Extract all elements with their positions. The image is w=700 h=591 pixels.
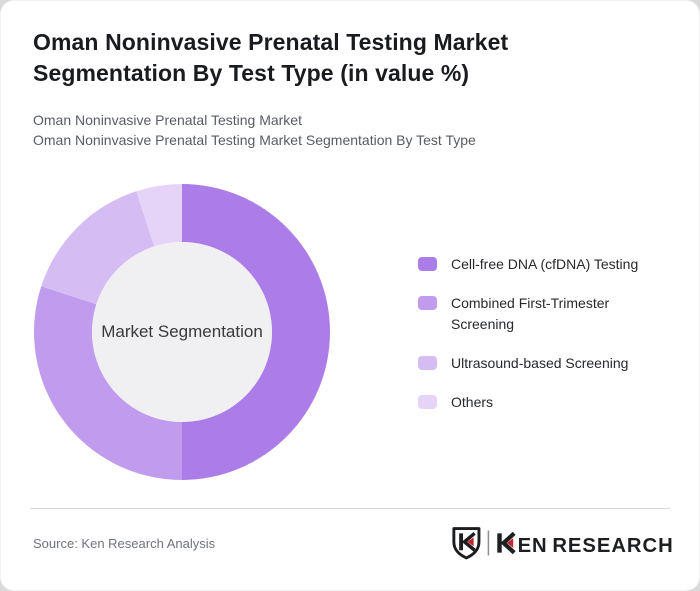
- logo-separator: [487, 530, 490, 556]
- legend-swatch: [418, 296, 437, 310]
- legend-item: Ultrasound-based Screening: [418, 353, 668, 374]
- subtitle-line-2: Oman Noninvasive Prenatal Testing Market…: [33, 132, 476, 148]
- logo-text-research: RESEARCH: [552, 535, 672, 557]
- legend-label: Combined First-Trimester Screening: [451, 295, 610, 332]
- footer-divider: [30, 508, 670, 509]
- legend-item: Cell-free DNA (cfDNA) Testing: [418, 254, 668, 275]
- source-note: Source: Ken Research Analysis: [33, 536, 216, 551]
- legend-label: Others: [451, 394, 494, 410]
- logo-text-en: EN: [518, 535, 548, 557]
- legend-item: Others: [418, 392, 668, 413]
- logo-red-arrow: [506, 538, 514, 548]
- ken-research-logo: EN RESEARCH: [450, 525, 673, 561]
- subtitle-block: Oman Noninvasive Prenatal Testing Market…: [33, 110, 476, 150]
- subtitle-line-1: Oman Noninvasive Prenatal Testing Market: [33, 112, 302, 128]
- shield-k-icon: [452, 527, 481, 560]
- legend-label: Ultrasound-based Screening: [451, 355, 629, 371]
- legend-swatch: [418, 257, 437, 271]
- legend-label: Cell-free DNA (cfDNA) Testing: [451, 256, 639, 272]
- donut-hole: [92, 242, 272, 422]
- legend-swatch: [418, 395, 437, 409]
- chart-legend: Cell-free DNA (cfDNA) Testing Combined F…: [418, 254, 668, 413]
- donut-segment-2: [33, 286, 183, 480]
- legend-swatch: [418, 356, 437, 370]
- donut-svg: [33, 184, 330, 480]
- page-title: Oman Noninvasive Prenatal Testing Market…: [33, 29, 509, 86]
- donut-segment-3: [41, 191, 155, 305]
- logo-k-glyph: [497, 531, 516, 555]
- donut-segment-1: [182, 184, 330, 480]
- legend-item: Combined First-Trimester Screening: [418, 293, 668, 335]
- donut-segment-4: [136, 184, 182, 247]
- shield-red-arrow: [467, 537, 474, 547]
- donut-chart: Market Segmentation: [32, 182, 332, 482]
